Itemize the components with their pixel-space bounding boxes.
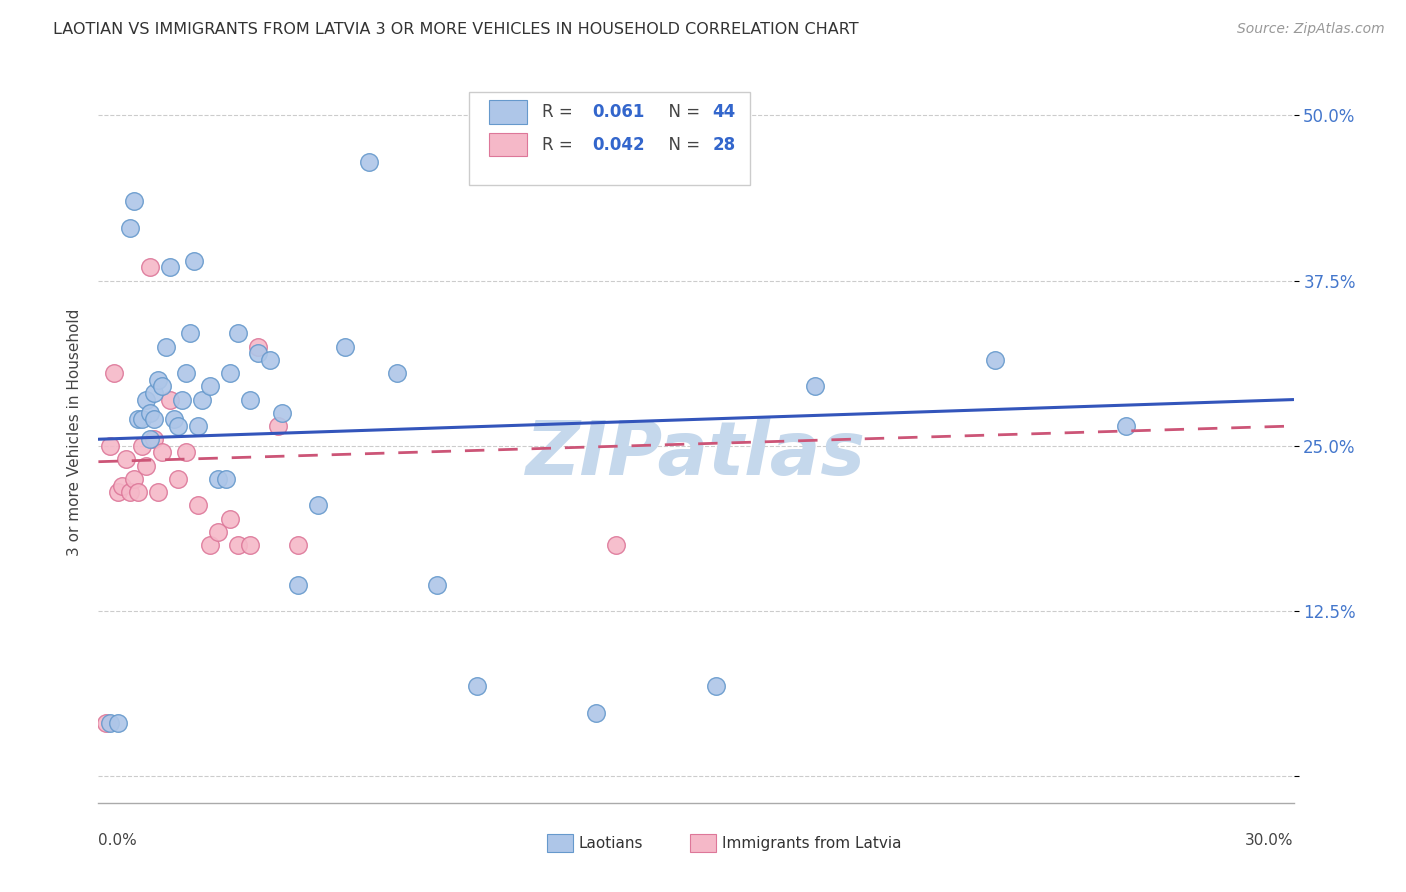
Point xyxy=(385,366,409,380)
Point xyxy=(179,326,201,341)
Point xyxy=(207,524,229,539)
Point xyxy=(246,340,269,354)
Text: N =: N = xyxy=(658,136,704,153)
Point xyxy=(111,478,134,492)
Text: Source: ZipAtlas.com: Source: ZipAtlas.com xyxy=(1237,22,1385,37)
Point xyxy=(159,392,181,407)
Point xyxy=(183,253,205,268)
Text: 0.042: 0.042 xyxy=(592,136,644,153)
Point xyxy=(167,419,190,434)
Text: Laotians: Laotians xyxy=(579,836,644,851)
Point xyxy=(148,373,170,387)
Point xyxy=(287,538,309,552)
Point xyxy=(150,379,173,393)
Text: ZIPatlas: ZIPatlas xyxy=(526,418,866,491)
FancyBboxPatch shape xyxy=(489,100,527,124)
Point xyxy=(465,680,488,694)
Point xyxy=(198,379,221,393)
Text: LAOTIAN VS IMMIGRANTS FROM LATVIA 3 OR MORE VEHICLES IN HOUSEHOLD CORRELATION CH: LAOTIAN VS IMMIGRANTS FROM LATVIA 3 OR M… xyxy=(53,22,859,37)
Text: R =: R = xyxy=(541,103,578,121)
Point xyxy=(191,392,214,407)
Text: 30.0%: 30.0% xyxy=(1246,833,1294,848)
Point xyxy=(98,439,122,453)
Point xyxy=(131,412,153,426)
Point xyxy=(426,577,449,591)
FancyBboxPatch shape xyxy=(690,834,716,853)
Point xyxy=(704,680,727,694)
Point xyxy=(148,485,170,500)
Text: 44: 44 xyxy=(713,103,735,121)
Point xyxy=(219,366,242,380)
Point xyxy=(159,260,181,275)
Point xyxy=(187,419,209,434)
Point xyxy=(163,412,186,426)
Point xyxy=(226,538,249,552)
Point xyxy=(120,485,142,500)
Point xyxy=(139,260,162,275)
Point xyxy=(287,577,309,591)
Point xyxy=(207,472,229,486)
Point xyxy=(267,419,290,434)
Point xyxy=(984,352,1007,367)
Point xyxy=(107,716,129,731)
Point xyxy=(172,392,194,407)
Point xyxy=(246,346,269,360)
Point xyxy=(359,154,381,169)
Point xyxy=(127,485,149,500)
Point xyxy=(115,452,138,467)
Point xyxy=(585,706,607,720)
Text: N =: N = xyxy=(658,103,704,121)
Point xyxy=(103,366,125,380)
Point xyxy=(150,445,173,459)
Point xyxy=(259,352,281,367)
Point xyxy=(143,386,166,401)
Text: 0.061: 0.061 xyxy=(592,103,644,121)
Text: 0.0%: 0.0% xyxy=(98,833,138,848)
Point xyxy=(1115,419,1137,434)
Point xyxy=(239,392,262,407)
Point xyxy=(219,511,242,525)
FancyBboxPatch shape xyxy=(470,92,749,185)
Point xyxy=(127,412,149,426)
Point xyxy=(226,326,249,341)
Y-axis label: 3 or more Vehicles in Household: 3 or more Vehicles in Household xyxy=(66,309,82,557)
Point xyxy=(605,538,627,552)
Point xyxy=(155,340,177,354)
Point xyxy=(167,472,190,486)
Point xyxy=(215,472,238,486)
FancyBboxPatch shape xyxy=(489,133,527,156)
Point xyxy=(187,499,209,513)
Text: Immigrants from Latvia: Immigrants from Latvia xyxy=(723,836,901,851)
Point xyxy=(335,340,357,354)
Point xyxy=(174,445,197,459)
Point xyxy=(124,472,146,486)
Point xyxy=(120,220,142,235)
Point xyxy=(139,406,162,420)
Point xyxy=(143,432,166,446)
Point xyxy=(135,458,157,473)
Text: 28: 28 xyxy=(713,136,735,153)
Point xyxy=(239,538,262,552)
Point xyxy=(124,194,146,209)
Point xyxy=(174,366,197,380)
Point xyxy=(143,412,166,426)
Point xyxy=(270,406,292,420)
FancyBboxPatch shape xyxy=(547,834,572,853)
Point xyxy=(135,392,157,407)
Point xyxy=(139,432,162,446)
Point xyxy=(96,716,118,731)
Point xyxy=(804,379,827,393)
Point xyxy=(107,485,129,500)
Text: R =: R = xyxy=(541,136,578,153)
Point xyxy=(307,499,329,513)
Point xyxy=(98,716,122,731)
Point xyxy=(198,538,221,552)
Point xyxy=(131,439,153,453)
